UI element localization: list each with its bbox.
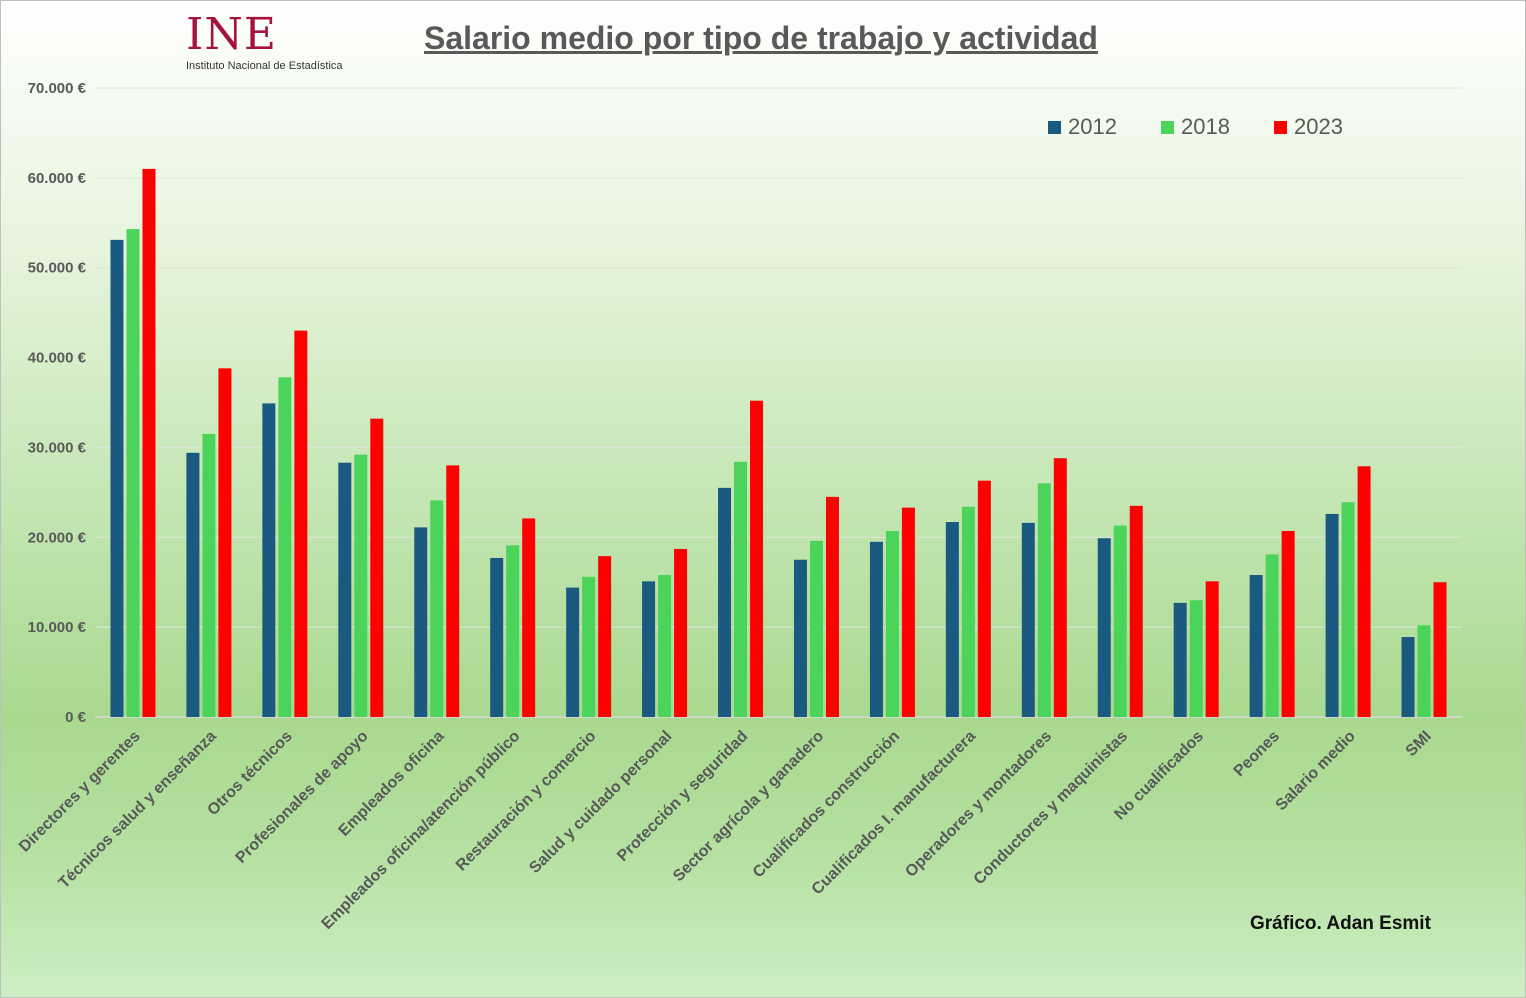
x-category-label: Restauración y comercio <box>453 728 600 875</box>
bar-2023 <box>446 465 460 717</box>
bar-2018 <box>1341 502 1355 717</box>
bar-2018 <box>126 229 140 717</box>
x-category-label: Salario medio <box>1273 728 1359 814</box>
x-category-label: Conductores y maquinistas <box>971 728 1131 888</box>
bar-2018 <box>809 540 823 717</box>
x-category-label: Sector agrícola y ganadero <box>670 728 827 885</box>
y-tick-label: 50.000 € <box>28 260 87 277</box>
x-category-label: Salud y cuidado personal <box>526 728 675 877</box>
bar-2012 <box>1401 637 1415 717</box>
bar-2023 <box>1129 505 1143 717</box>
ine-logo: INE Instituto Nacional de Estadística <box>186 9 343 73</box>
bar-2012 <box>110 239 124 717</box>
y-tick-label: 30.000 € <box>28 439 87 456</box>
y-tick-label: 60.000 € <box>28 170 87 187</box>
bar-2012 <box>1249 575 1263 717</box>
x-category-label: Profesionales de apoyo <box>233 728 372 867</box>
bar-2018 <box>734 461 748 717</box>
bar-2018 <box>1113 525 1127 717</box>
bar-2018 <box>1265 554 1279 717</box>
legend-swatch-2018 <box>1161 121 1174 134</box>
x-category-label: Protección y seguridad <box>614 728 751 865</box>
bar-2018 <box>506 545 520 717</box>
chart-credit: Gráfico. Adan Esmit <box>1250 913 1431 934</box>
y-tick-label: 0 € <box>65 709 87 726</box>
bar-2023 <box>218 368 232 717</box>
bar-2023 <box>901 507 915 717</box>
bar-2018 <box>1189 600 1203 717</box>
bar-2018 <box>1417 625 1431 717</box>
bar-2012 <box>414 527 428 717</box>
legend-swatch-2012 <box>1048 121 1061 134</box>
bar-2018 <box>278 377 292 717</box>
bar-2012 <box>869 541 883 717</box>
x-category-label: Cualificados I. manufacturera <box>809 728 980 899</box>
bar-2018 <box>885 530 899 717</box>
legend-label: 2018 <box>1181 114 1230 139</box>
bar-2018 <box>202 433 216 717</box>
x-category-label: Directores y gerentes <box>16 728 144 856</box>
logo-subtitle: Instituto Nacional de Estadística <box>186 60 343 72</box>
y-tick-label: 70.000 € <box>28 80 87 97</box>
bar-2023 <box>1357 466 1371 717</box>
logo-text: INE <box>186 9 277 60</box>
bar-2012 <box>566 587 580 717</box>
y-tick-label: 20.000 € <box>28 529 87 546</box>
y-tick-label: 10.000 € <box>28 619 87 636</box>
x-category-label: Cualificados construcción <box>750 728 903 881</box>
bar-2023 <box>522 518 536 717</box>
bar-2018 <box>430 500 444 717</box>
bar-2023 <box>598 556 612 717</box>
bar-2023 <box>370 418 384 717</box>
legend-label: 2023 <box>1294 114 1343 139</box>
bar-2012 <box>186 452 200 717</box>
bar-2023 <box>825 496 839 717</box>
bar-2012 <box>1097 538 1111 717</box>
y-tick-label: 40.000 € <box>28 350 87 367</box>
bar-2012 <box>945 522 959 717</box>
bar-2023 <box>1053 458 1067 717</box>
bar-2018 <box>961 506 975 717</box>
bar-2012 <box>793 559 807 717</box>
bar-2023 <box>674 548 688 717</box>
x-category-label: Peones <box>1231 728 1283 780</box>
bar-2023 <box>1433 582 1447 717</box>
bar-2018 <box>1037 483 1051 717</box>
bar-2023 <box>1281 530 1295 717</box>
x-category-label: Técnicos salud y enseñanza <box>56 728 220 892</box>
bar-2023 <box>294 330 308 717</box>
bar-2023 <box>750 400 764 717</box>
bar-2012 <box>1173 602 1187 717</box>
bar-2012 <box>338 462 352 717</box>
x-category-label: SMI <box>1403 728 1435 760</box>
bar-2018 <box>354 454 368 717</box>
bar-2023 <box>977 480 991 717</box>
bar-2012 <box>642 581 656 717</box>
x-category-label: Operadores y montadores <box>902 728 1055 881</box>
legend-swatch-2023 <box>1274 121 1287 134</box>
bar-2012 <box>718 487 732 717</box>
bar-2012 <box>1021 522 1035 717</box>
bar-2018 <box>658 575 672 717</box>
bar-2023 <box>142 168 156 717</box>
bar-2023 <box>1205 581 1219 717</box>
bar-2012 <box>1325 513 1339 717</box>
chart-title: Salario medio por tipo de trabajo y acti… <box>424 20 1098 56</box>
bar-2018 <box>582 576 596 717</box>
legend-label: 2012 <box>1068 114 1117 139</box>
bar-2012 <box>490 557 504 717</box>
bar-2012 <box>262 403 276 717</box>
